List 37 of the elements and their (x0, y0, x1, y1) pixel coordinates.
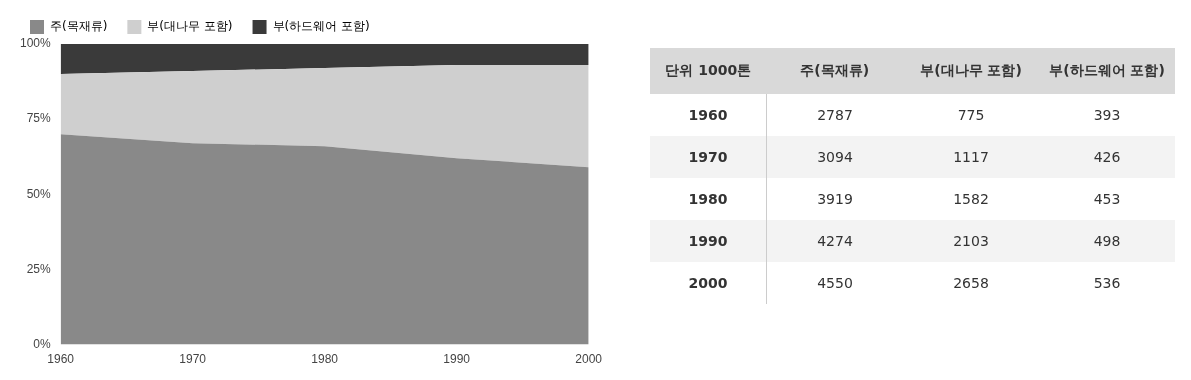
y-tick-label: 1980 (650, 178, 767, 220)
data-label: 3919 (816, 190, 854, 209)
legend-label: 주(목재류) (50, 19, 108, 34)
data-label: 426 (1039, 136, 1175, 178)
x-tick-label: 부(하드웨어 포함) (1039, 48, 1175, 94)
y-tick-label: 1960 (650, 94, 767, 136)
y-tick-label: 2000 (650, 262, 767, 304)
data-label: 2103 (903, 220, 1039, 262)
data-label: 2658 (952, 274, 990, 293)
x-tick-label: 1980 (311, 352, 339, 367)
x-tick-label: 주(목재류) (766, 48, 903, 94)
x-tick-label: 2000 (575, 352, 603, 367)
legend-label: 부(하드웨어 포함) (272, 19, 370, 34)
data-label: 536 (1092, 274, 1122, 293)
chart-title: 단위 1000톤 (650, 48, 767, 94)
data-label: 1582 (952, 190, 990, 209)
data-label: 1117 (903, 136, 1039, 178)
y-tick-label: 1970 (650, 136, 767, 178)
legend-label: 부(대나무 포함) (147, 19, 233, 34)
y-tick-label: 50% (26, 186, 52, 201)
data-label: 498 (1039, 220, 1175, 262)
data-label: 393 (1092, 106, 1122, 125)
y-tick-label: 0% (33, 336, 52, 351)
data-label: 4550 (816, 274, 854, 293)
data-label: 775 (956, 106, 986, 125)
y-tick-label: 75% (26, 111, 52, 126)
data-label: 2787 (816, 106, 854, 125)
x-tick-label: 1970 (179, 352, 207, 367)
x-tick-label: 1960 (47, 352, 75, 367)
x-tick-label: 1990 (443, 352, 471, 367)
data-label: 4274 (766, 220, 903, 262)
data-label: 453 (1092, 190, 1122, 209)
y-tick-label: 1990 (650, 220, 767, 262)
y-tick-label: 25% (26, 261, 52, 276)
y-tick-label: 100% (19, 36, 52, 51)
data-label: 3094 (766, 136, 903, 178)
x-tick-label: 부(대나무 포함) (903, 48, 1039, 94)
